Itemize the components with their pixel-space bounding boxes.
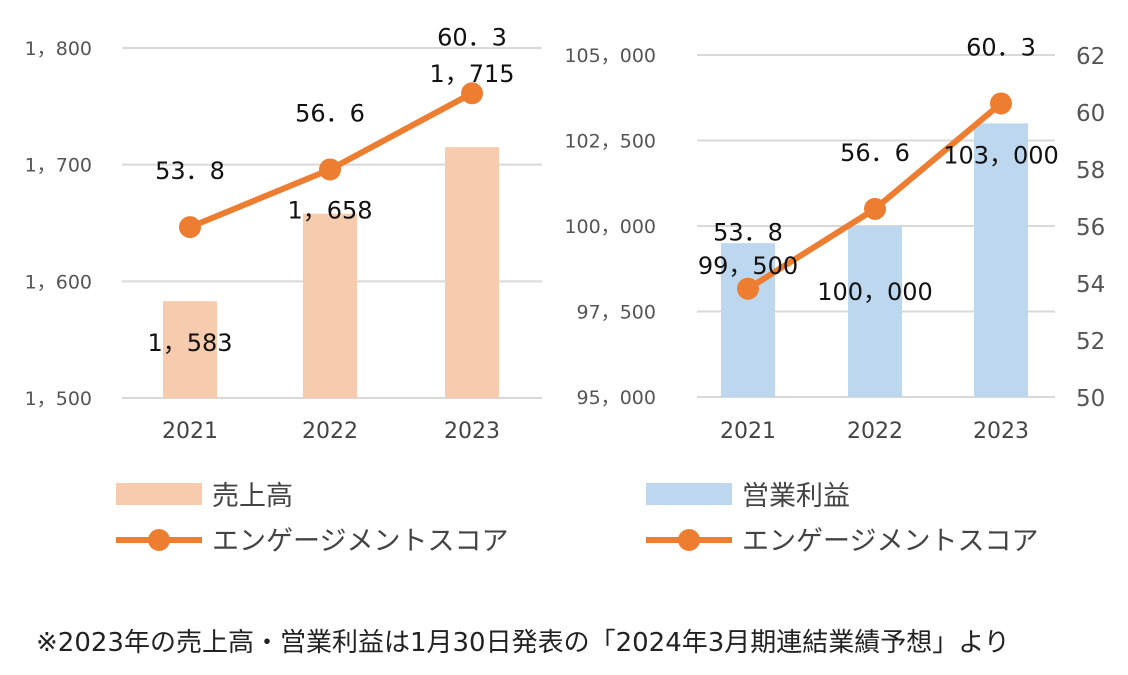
legend-line-label: エンゲージメントスコア (212, 526, 508, 557)
line-point (461, 82, 483, 105)
bar-data-label: 1，715 (429, 60, 514, 88)
x-tick-label: 2022 (847, 419, 903, 444)
line-data-label: 53．8 (713, 219, 783, 247)
bar (721, 243, 775, 397)
line-point (990, 92, 1012, 115)
line-point (864, 197, 886, 220)
y2-tick-label: 50 (1076, 386, 1105, 412)
line-data-label: 53．8 (155, 157, 225, 185)
y-tick-label: 102，500 (564, 131, 656, 153)
bar-data-label: 99，500 (698, 252, 798, 280)
y-tick-label: 1，500 (25, 388, 92, 410)
x-tick-label: 2023 (973, 419, 1029, 444)
legend-line-marker (148, 529, 170, 551)
bar-data-label: 1，658 (287, 197, 372, 225)
charts-canvas: 1，500 1，600 1，700 1，800 2021 2022 2023 1，583 1，6… (25, 23, 1106, 557)
x-tick-label: 2021 (720, 419, 776, 444)
legend-bar-swatch (646, 483, 732, 505)
y-tick-label: 1，600 (25, 271, 92, 293)
bar-data-label: 1，583 (147, 329, 232, 357)
y-tick-label: 105，000 (564, 45, 656, 67)
y-tick-label: 95，000 (577, 387, 656, 409)
line-data-label: 56．6 (295, 99, 365, 127)
bar (974, 123, 1028, 398)
bar (163, 301, 217, 398)
line-point (179, 216, 201, 239)
x-tick-label: 2021 (162, 419, 218, 444)
y2-tick-label: 62 (1076, 44, 1105, 70)
y-tick-label: 1，700 (25, 155, 92, 177)
bar (303, 213, 357, 398)
footnote: ※2023年の売上高・営業利益は1月30日発表の「2024年3月期連結業績予想」… (36, 628, 1010, 658)
y2-tick-label: 56 (1076, 215, 1105, 241)
x-tick-label: 2023 (444, 419, 500, 444)
line-data-label: 56．6 (840, 139, 910, 167)
line-point (737, 277, 759, 300)
y2-tick-label: 54 (1076, 272, 1105, 298)
bar-data-label: 103，000 (943, 141, 1059, 169)
bar (848, 226, 902, 397)
legend-line-label: エンゲージメントスコア (742, 526, 1038, 557)
bar-data-label: 100，000 (817, 278, 933, 306)
y-tick-label: 1，800 (25, 38, 92, 60)
legend-bar-label: 営業利益 (742, 481, 850, 512)
x-tick-label: 2022 (302, 419, 358, 444)
y-tick-label: 97，500 (577, 302, 656, 324)
legend-bar-swatch (116, 483, 202, 505)
line-data-label: 60．3 (437, 23, 507, 51)
y2-tick-label: 58 (1076, 158, 1105, 184)
y2-tick-label: 52 (1076, 329, 1105, 355)
legend-bar-label: 売上高 (212, 481, 293, 512)
bar (445, 147, 499, 398)
line-data-label: 60．3 (966, 33, 1036, 61)
line-point (319, 158, 341, 181)
y2-tick-label: 60 (1076, 101, 1105, 127)
legend-line-marker (678, 529, 700, 551)
y-tick-label: 100，000 (564, 216, 656, 238)
